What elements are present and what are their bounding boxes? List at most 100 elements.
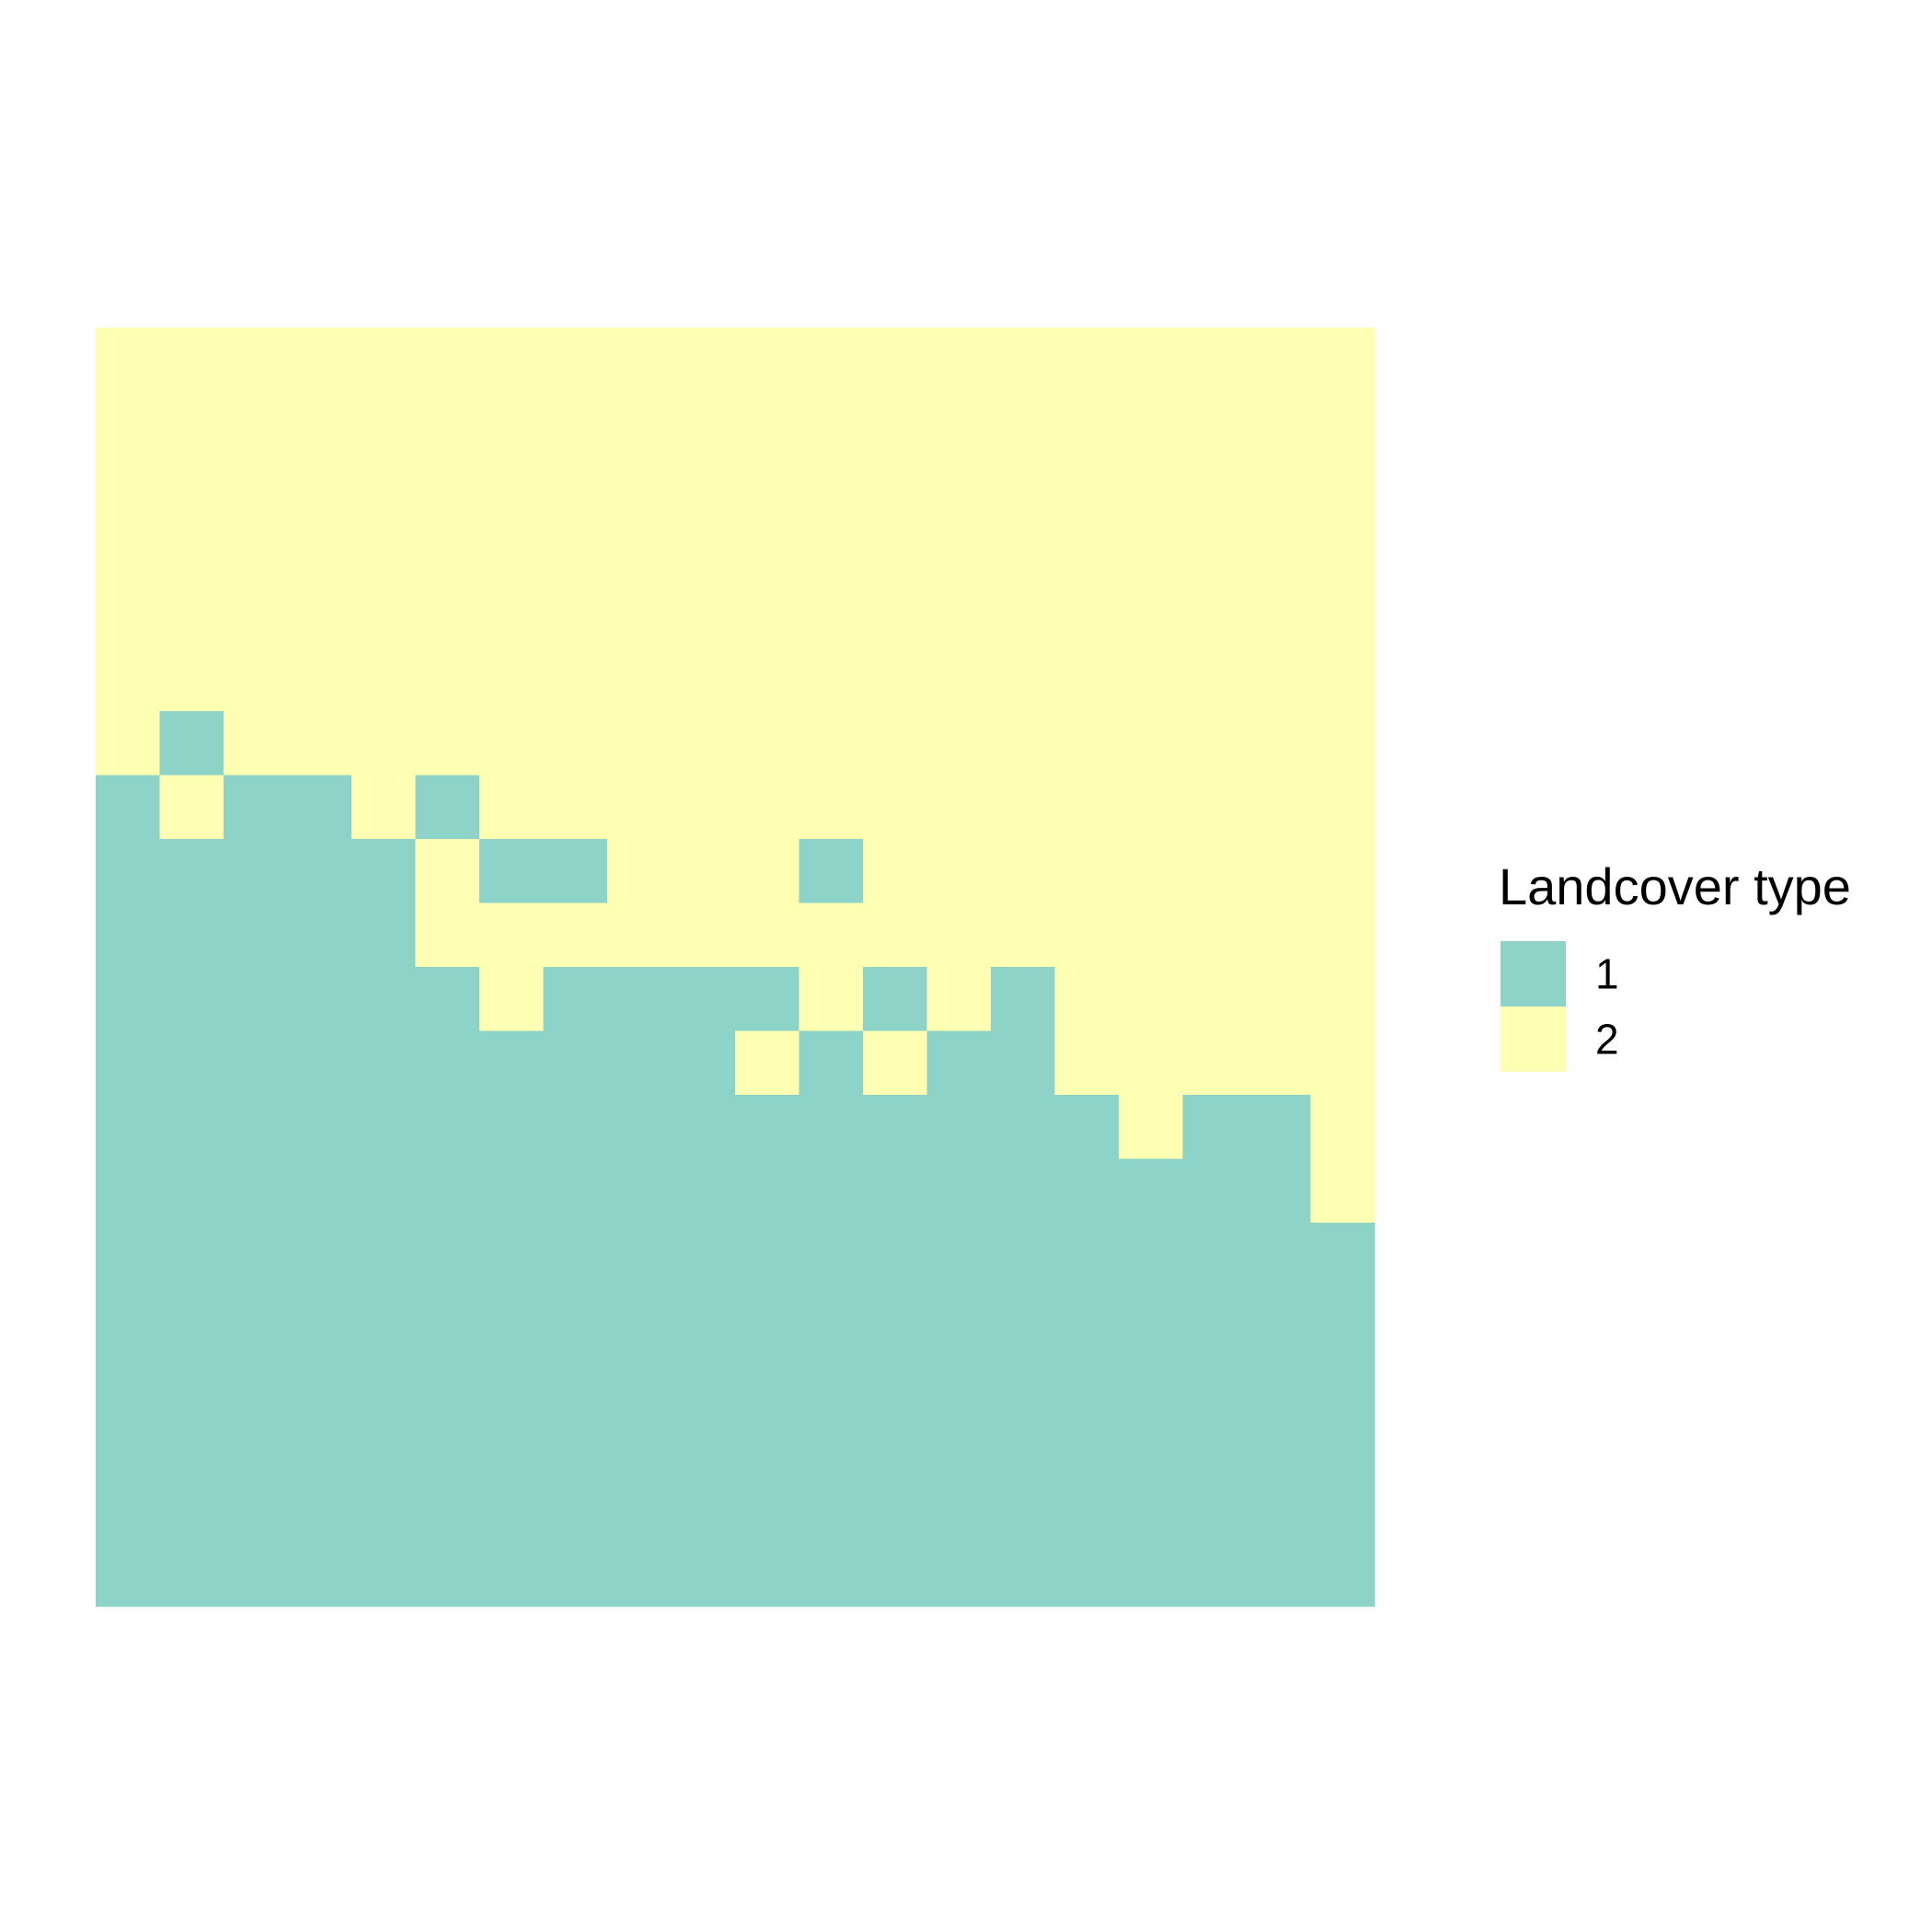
raster-cell xyxy=(1310,1286,1375,1351)
raster-cell xyxy=(159,1542,224,1607)
raster-cell xyxy=(224,1351,289,1416)
raster-cell xyxy=(1182,1095,1248,1160)
raster-cell xyxy=(1182,967,1248,1032)
raster-cell xyxy=(863,967,928,1032)
raster-cell xyxy=(1310,967,1375,1032)
raster-cell xyxy=(1310,391,1375,456)
raster-cell xyxy=(799,519,864,584)
raster-cell xyxy=(1054,1478,1120,1544)
raster-cell xyxy=(735,903,800,968)
raster-cell xyxy=(607,775,673,840)
raster-cell xyxy=(1182,903,1248,968)
raster-cell xyxy=(1054,711,1120,776)
raster-cell xyxy=(607,647,673,712)
raster-cell xyxy=(287,519,352,584)
raster-cell xyxy=(863,519,928,584)
raster-cell xyxy=(671,1030,736,1096)
raster-cell xyxy=(287,1286,352,1351)
raster-cell xyxy=(1247,711,1312,776)
raster-cell xyxy=(287,583,352,649)
raster-cell xyxy=(991,1223,1056,1288)
raster-cell xyxy=(543,967,608,1032)
raster-cell xyxy=(224,839,289,904)
raster-cell xyxy=(159,1351,224,1416)
raster-cell xyxy=(1310,583,1375,649)
raster-cell xyxy=(1247,1286,1312,1351)
raster-cell xyxy=(799,1414,864,1479)
raster-cell xyxy=(351,1542,417,1607)
raster-cell xyxy=(1310,1095,1375,1160)
raster-cell xyxy=(96,1478,161,1544)
raster-cell xyxy=(1119,519,1184,584)
raster-cell xyxy=(159,583,224,649)
raster-cell xyxy=(96,1351,161,1416)
raster-cell xyxy=(351,711,417,776)
raster-cell xyxy=(351,1286,417,1351)
raster-cell xyxy=(159,775,224,840)
raster-cell xyxy=(1247,1351,1312,1416)
raster-cell xyxy=(926,1158,992,1224)
raster-cell xyxy=(543,1542,608,1607)
raster-cell xyxy=(671,455,736,521)
raster-cell xyxy=(991,1158,1056,1224)
raster-cell xyxy=(926,391,992,456)
raster-cell xyxy=(287,1414,352,1479)
raster-cell xyxy=(224,519,289,584)
raster-cell xyxy=(991,1478,1056,1544)
raster-cell xyxy=(1310,647,1375,712)
raster-cell xyxy=(159,839,224,904)
raster-cell xyxy=(1119,1158,1184,1224)
raster-cell xyxy=(159,1030,224,1096)
raster-cell xyxy=(735,839,800,904)
raster-cell xyxy=(799,967,864,1032)
raster-cell xyxy=(1247,967,1312,1032)
raster-cell xyxy=(1310,775,1375,840)
raster-cell xyxy=(287,455,352,521)
raster-cell xyxy=(735,1542,800,1607)
raster-cell xyxy=(1247,391,1312,456)
raster-cell xyxy=(287,1095,352,1160)
raster-cell xyxy=(1119,1223,1184,1288)
raster-cell xyxy=(991,519,1056,584)
raster-cell xyxy=(735,1286,800,1351)
raster-cell xyxy=(863,583,928,649)
raster-cell xyxy=(1247,1158,1312,1224)
raster-cell xyxy=(351,328,417,393)
raster-cell xyxy=(1054,1351,1120,1416)
raster-cell xyxy=(1310,519,1375,584)
raster-cell xyxy=(479,1158,545,1224)
raster-cell xyxy=(1310,455,1375,521)
raster-cell xyxy=(287,711,352,776)
raster-cell xyxy=(159,711,224,776)
raster-cell xyxy=(1119,1095,1184,1160)
raster-cell xyxy=(287,1030,352,1096)
raster-cell xyxy=(415,647,480,712)
raster-cell xyxy=(96,967,161,1032)
raster-cell xyxy=(671,583,736,649)
raster-cell xyxy=(1182,839,1248,904)
legend-title: Landcover type xyxy=(1499,857,1851,915)
raster-grid xyxy=(96,328,1375,1607)
raster-cell xyxy=(351,839,417,904)
raster-cell xyxy=(926,1095,992,1160)
raster-cell xyxy=(799,455,864,521)
raster-cell xyxy=(735,647,800,712)
raster-cell xyxy=(607,1158,673,1224)
raster-cell xyxy=(671,839,736,904)
raster-cell xyxy=(543,1158,608,1224)
raster-cell xyxy=(991,1542,1056,1607)
raster-cell xyxy=(799,1158,864,1224)
raster-cell xyxy=(351,1351,417,1416)
raster-cell xyxy=(671,1478,736,1544)
raster-cell xyxy=(287,1542,352,1607)
raster-cell xyxy=(799,1286,864,1351)
legend-entries: 12 xyxy=(1501,941,1619,1072)
raster-cell xyxy=(799,1223,864,1288)
raster-cell xyxy=(351,391,417,456)
raster-cell xyxy=(543,1351,608,1416)
raster-cell xyxy=(1182,455,1248,521)
raster-cell xyxy=(863,1414,928,1479)
raster-cell xyxy=(671,1095,736,1160)
raster-cell xyxy=(479,519,545,584)
